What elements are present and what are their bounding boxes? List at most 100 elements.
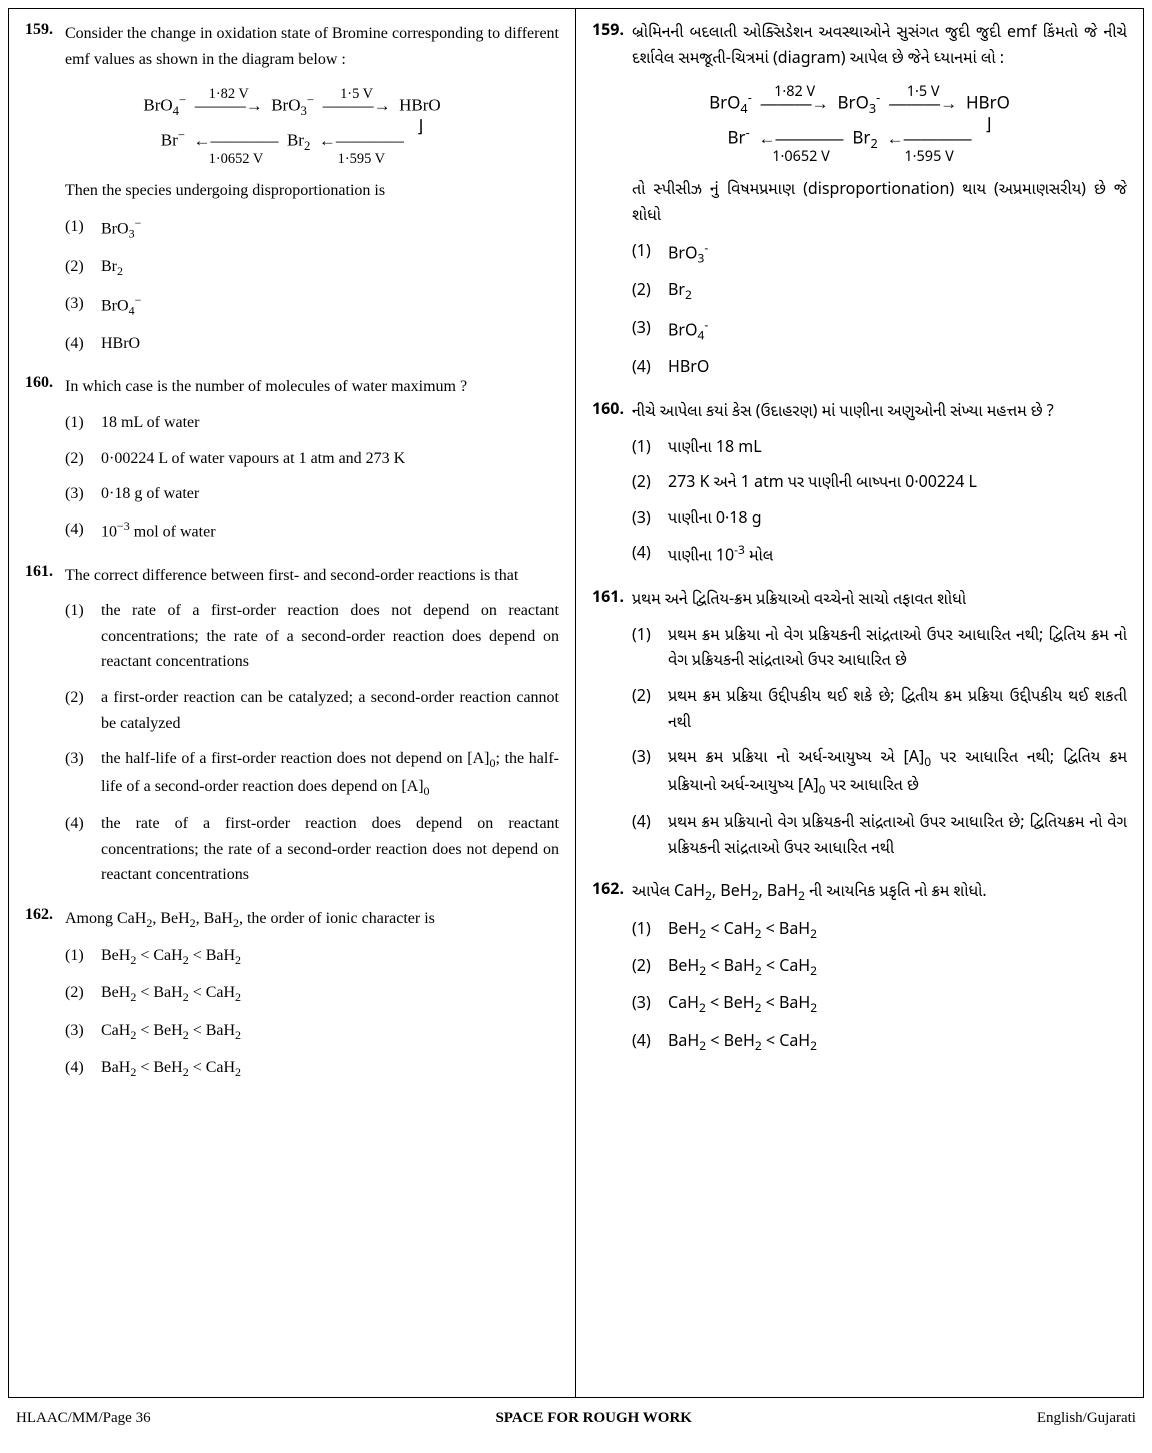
option-text: પાણીના 10−3 મોલ — [668, 542, 1127, 570]
options-list: (1) BrO3− (2) Br2 (3) BrO4− (4) HBrO — [592, 240, 1127, 382]
options-list: (1) પાણીના 18 mL (2) 273 K અને 1 atm પર … — [592, 436, 1127, 571]
right-column: 159. બ્રોમિનની બદલાતી ઓક્સિડેશન અવસ્થાઓન… — [576, 9, 1143, 1397]
option: (4) HBrO — [65, 331, 559, 357]
option-text: BaH2 < BeH2 < CaH2 — [101, 1055, 559, 1082]
question-number: 161. — [25, 563, 65, 581]
option-text: BrO4− — [101, 291, 559, 321]
question: 161. The correct difference between firs… — [25, 563, 559, 888]
option-number: (2) — [632, 279, 668, 306]
option-number: (2) — [632, 471, 668, 497]
option-text: Br2 — [668, 279, 1127, 306]
option-number: (4) — [632, 542, 668, 570]
option-number: (4) — [65, 1055, 101, 1082]
question-number: 161. — [592, 588, 632, 609]
options-list: (1) પ્રથમ ક્રમ પ્રક્રિયા નો વેગ પ્રક્રિય… — [592, 624, 1127, 862]
option-number: (3) — [632, 992, 668, 1019]
option: (4) BaH2 < BeH2 < CaH2 — [65, 1055, 559, 1082]
option-text: 0·18 g of water — [101, 481, 559, 507]
option-number: (1) — [632, 436, 668, 462]
option-text: CaH2 < BeH2 < BaH2 — [668, 992, 1127, 1019]
option: (3) BrO4− — [632, 317, 1127, 347]
question-number: 159. — [25, 21, 65, 39]
question: 161. પ્રથમ અને દ્વિતિય-ક્રમ પ્રક્રિયાઓ વ… — [592, 588, 1127, 862]
option-text: BaH2 < BeH2 < CaH2 — [668, 1030, 1127, 1057]
option-number: (1) — [632, 918, 668, 945]
left-column: 159. Consider the change in oxidation st… — [9, 9, 576, 1397]
option-number: (3) — [632, 507, 668, 533]
option-text: પ્રથમ ક્રમ પ્રક્રિયા નો અર્ધ-આયુષ્ય એ [A… — [668, 746, 1127, 801]
option-text: BrO4− — [668, 317, 1127, 347]
option-number: (1) — [632, 624, 668, 675]
option: (2) Br2 — [65, 254, 559, 281]
option: (1) પ્રથમ ક્રમ પ્રક્રિયા નો વેગ પ્રક્રિય… — [632, 624, 1127, 675]
question-number: 160. — [592, 400, 632, 421]
option: (4) પ્રથમ ક્રમ પ્રક્રિયાનો વેગ પ્રક્રિયક… — [632, 811, 1127, 862]
option-text: પાણીના 18 mL — [668, 436, 1127, 462]
option-number: (4) — [632, 811, 668, 862]
option: (2) પ્રથમ ક્રમ પ્રક્રિયા ઉદ્દીપકીય થઈ શક… — [632, 685, 1127, 736]
question-followup: Then the species undergoing disproportio… — [25, 178, 559, 204]
option: (1) the rate of a first-order reaction d… — [65, 598, 559, 675]
option-text: BeH2 < CaH2 < BaH2 — [101, 943, 559, 970]
option: (3) the half-life of a first-order react… — [65, 746, 559, 801]
footer-center: SPACE FOR ROUGH WORK — [495, 1410, 692, 1427]
option-text: Br2 — [101, 254, 559, 281]
option-number: (1) — [65, 214, 101, 244]
question-text: નીચે આપેલા કયાં કેસ (ઉદાહરણ) માં પાણીના … — [632, 400, 1127, 426]
option-text: BrO3− — [668, 240, 1127, 270]
option-text: the half-life of a first-order reaction … — [101, 746, 559, 801]
option: (2) Br2 — [632, 279, 1127, 306]
option-text: 18 mL of water — [101, 410, 559, 436]
option: (1) BeH2 < CaH2 < BaH2 — [632, 918, 1127, 945]
option-number: (2) — [632, 955, 668, 982]
option-number: (4) — [65, 811, 101, 888]
option-text: BrO3− — [101, 214, 559, 244]
option: (2) 273 K અને 1 atm પર પાણીની બાષ્પના 0·… — [632, 471, 1127, 497]
question-number: 162. — [592, 880, 632, 901]
reaction-diagram: BrO4− 1·82 V―――→ BrO3− 1·5 V―――→ HBrO Br… — [592, 86, 1127, 164]
option-text: BeH2 < BaH2 < CaH2 — [101, 980, 559, 1007]
option: (4) BaH2 < BeH2 < CaH2 — [632, 1030, 1127, 1057]
option-text: 0·00224 L of water vapours at 1 atm and … — [101, 446, 559, 472]
option-text: a first-order reaction can be catalyzed;… — [101, 685, 559, 736]
options-list: (1) BrO3− (2) Br2 (3) BrO4− (4) HBrO — [25, 214, 559, 356]
option-text: BeH2 < BaH2 < CaH2 — [668, 955, 1127, 982]
option-number: (4) — [632, 356, 668, 382]
question-text: Consider the change in oxidation state o… — [65, 21, 559, 72]
options-list: (1) 18 mL of water (2) 0·00224 L of wate… — [25, 410, 559, 545]
question: 162. આપેલ CaH2, BeH2, BaH2 ની આયનિક પ્રક… — [592, 880, 1127, 1057]
options-list: (1) BeH2 < CaH2 < BaH2 (2) BeH2 < BaH2 <… — [592, 918, 1127, 1058]
option: (1) BrO3− — [65, 214, 559, 244]
option-number: (2) — [65, 254, 101, 281]
option: (3) CaH2 < BeH2 < BaH2 — [65, 1018, 559, 1045]
question-text: The correct difference between first- an… — [65, 563, 559, 589]
question: 162. Among CaH2, BeH2, BaH2, the order o… — [25, 906, 559, 1083]
option: (4) 10−3 mol of water — [65, 517, 559, 545]
option-text: the rate of a first-order reaction does … — [101, 598, 559, 675]
option-text: HBrO — [101, 331, 559, 357]
option-number: (4) — [632, 1030, 668, 1057]
question-text: પ્રથમ અને દ્વિતિય-ક્રમ પ્રક્રિયાઓ વચ્ચેન… — [632, 588, 1127, 614]
option-number: (2) — [65, 446, 101, 472]
option: (2) BeH2 < BaH2 < CaH2 — [65, 980, 559, 1007]
question-number: 159. — [592, 21, 632, 42]
footer-left: HLAAC/MM/Page 36 — [16, 1410, 151, 1427]
option: (4) પાણીના 10−3 મોલ — [632, 542, 1127, 570]
option: (3) CaH2 < BeH2 < BaH2 — [632, 992, 1127, 1019]
option-number: (1) — [632, 240, 668, 270]
option-number: (3) — [65, 291, 101, 321]
option-text: પ્રથમ ક્રમ પ્રક્રિયા નો વેગ પ્રક્રિયકની … — [668, 624, 1127, 675]
option-text: CaH2 < BeH2 < BaH2 — [101, 1018, 559, 1045]
option: (3) પાણીના 0·18 g — [632, 507, 1127, 533]
option: (2) 0·00224 L of water vapours at 1 atm … — [65, 446, 559, 472]
option: (1) BeH2 < CaH2 < BaH2 — [65, 943, 559, 970]
option-text: 10−3 mol of water — [101, 517, 559, 545]
question: 159. Consider the change in oxidation st… — [25, 21, 559, 356]
question: 160. નીચે આપેલા કયાં કેસ (ઉદાહરણ) માં પા… — [592, 400, 1127, 570]
option-text: પાણીના 0·18 g — [668, 507, 1127, 533]
question: 159. બ્રોમિનની બદલાતી ઓક્સિડેશન અવસ્થાઓન… — [592, 21, 1127, 382]
options-list: (1) BeH2 < CaH2 < BaH2 (2) BeH2 < BaH2 <… — [25, 943, 559, 1083]
option: (4) the rate of a first-order reaction d… — [65, 811, 559, 888]
option-text: HBrO — [668, 356, 1127, 382]
option-number: (1) — [65, 943, 101, 970]
